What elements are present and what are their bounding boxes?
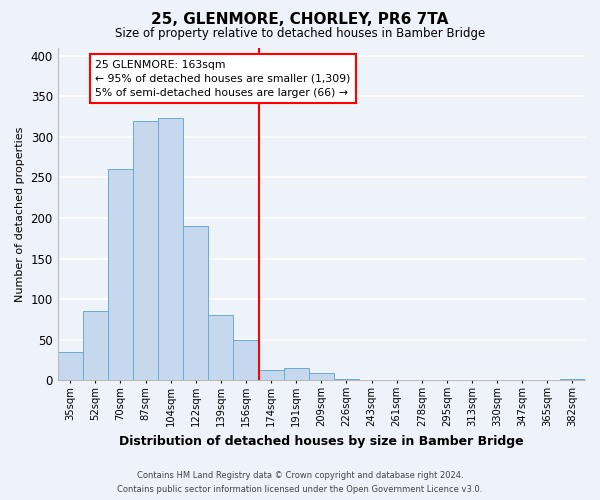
Text: Contains HM Land Registry data © Crown copyright and database right 2024.
Contai: Contains HM Land Registry data © Crown c… — [118, 472, 482, 494]
Y-axis label: Number of detached properties: Number of detached properties — [15, 126, 25, 302]
Bar — [108, 169, 133, 380]
Bar — [259, 370, 284, 380]
Text: 25, GLENMORE, CHORLEY, PR6 7TA: 25, GLENMORE, CHORLEY, PR6 7TA — [151, 12, 449, 28]
X-axis label: Distribution of detached houses by size in Bamber Bridge: Distribution of detached houses by size … — [119, 434, 524, 448]
Text: 25 GLENMORE: 163sqm
← 95% of detached houses are smaller (1,309)
5% of semi-deta: 25 GLENMORE: 163sqm ← 95% of detached ho… — [95, 60, 351, 98]
Bar — [233, 340, 259, 380]
Bar — [183, 226, 208, 380]
Bar — [158, 118, 183, 380]
Bar — [58, 352, 83, 380]
Bar — [83, 312, 108, 380]
Bar — [133, 120, 158, 380]
Bar — [309, 373, 334, 380]
Bar — [284, 368, 309, 380]
Text: Size of property relative to detached houses in Bamber Bridge: Size of property relative to detached ho… — [115, 28, 485, 40]
Bar — [208, 316, 233, 380]
